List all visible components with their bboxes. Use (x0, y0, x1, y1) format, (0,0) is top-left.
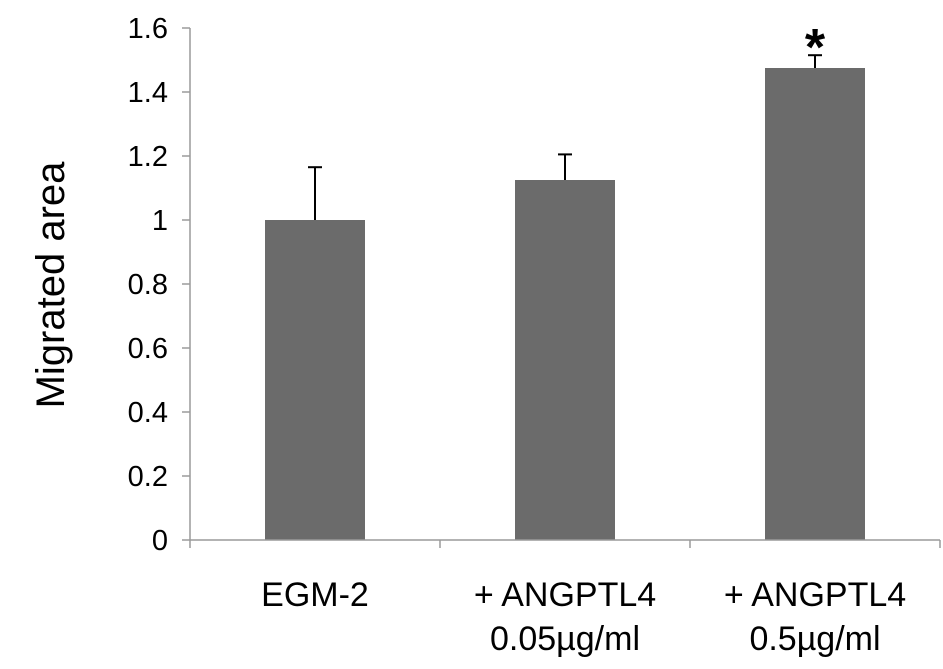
x-category-label: 0.05µg/ml (490, 620, 640, 658)
y-tick-label: 0.8 (128, 269, 168, 301)
y-tick-label: 1 (152, 205, 168, 237)
bar (265, 220, 365, 540)
x-category-label: + ANGPTL4 (724, 576, 906, 614)
x-category-label: + ANGPTL4 (474, 576, 656, 614)
bar (765, 68, 865, 540)
x-category-label: 0.5µg/ml (749, 620, 880, 658)
y-tick-label: 1.4 (128, 77, 168, 109)
y-axis-label: Migrated area (29, 161, 73, 409)
y-tick-label: 1.2 (128, 141, 168, 173)
x-category-label: EGM-2 (261, 576, 369, 614)
y-tick-label: 0.6 (128, 333, 168, 365)
bar (515, 180, 615, 540)
y-tick-label: 0 (152, 525, 168, 557)
significance-marker: * (805, 19, 826, 77)
y-tick-label: 0.2 (128, 461, 168, 493)
y-tick-label: 1.6 (128, 13, 168, 45)
y-tick-label: 0.4 (128, 397, 168, 429)
